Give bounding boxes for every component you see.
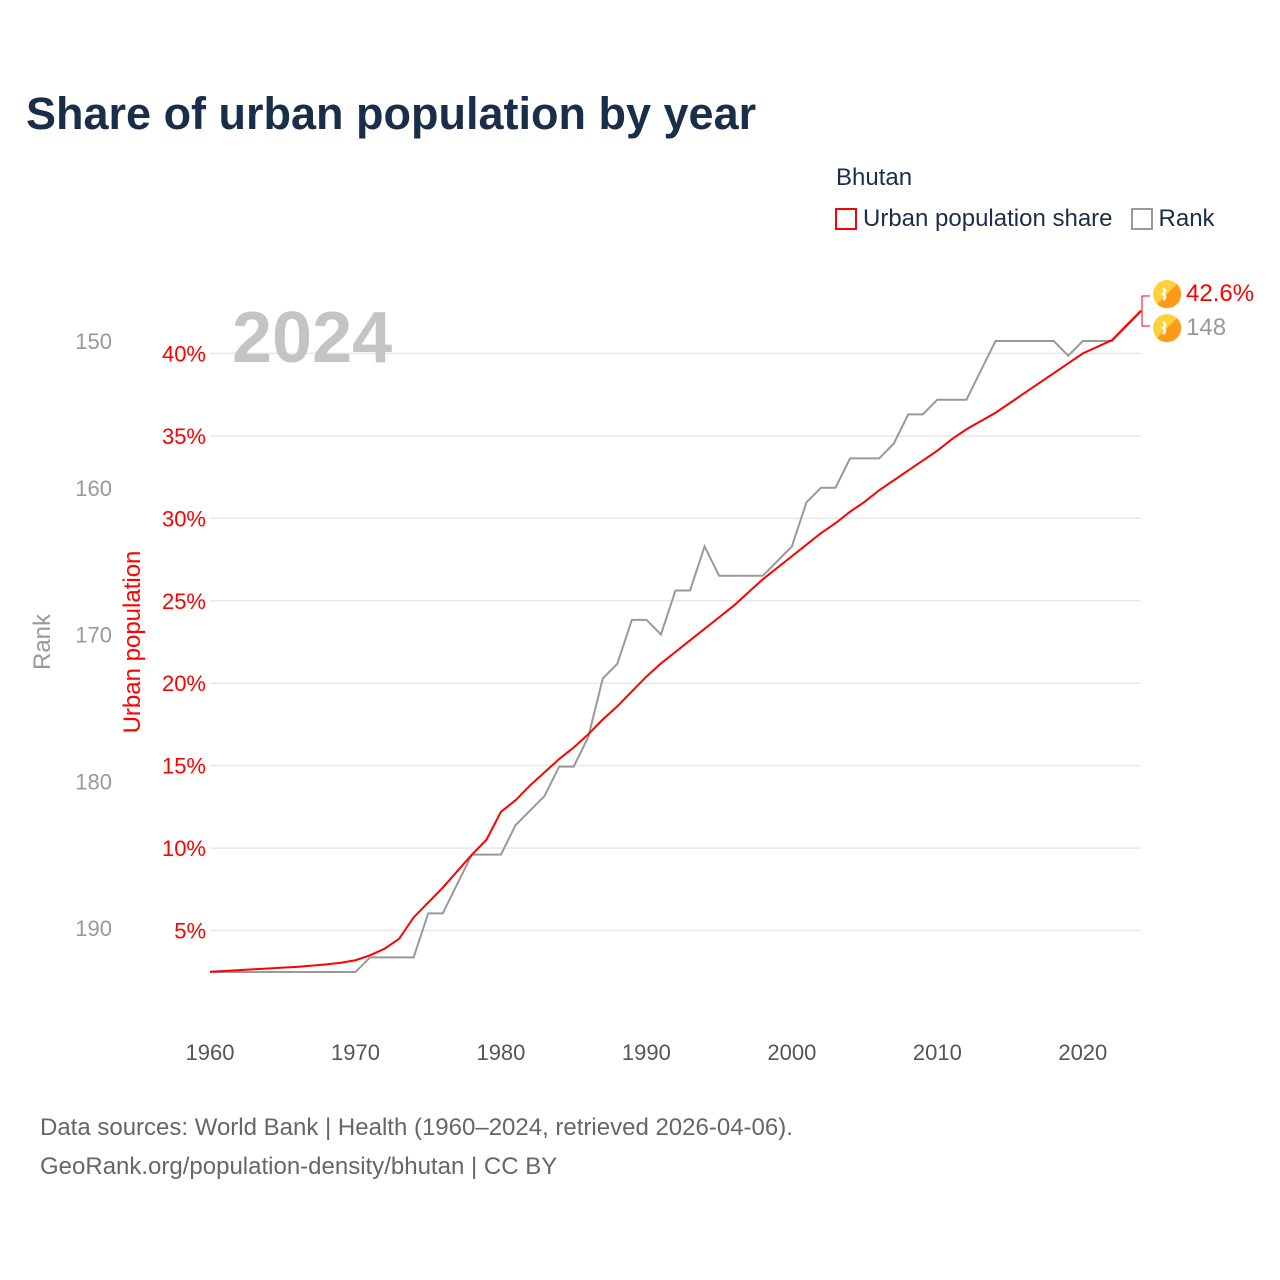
footer-link[interactable]: GeoRank.org/population-density/bhutan | … [40, 1153, 558, 1180]
y2-tick-label: 150 [75, 329, 112, 354]
legend-item-urban[interactable]: Urban population share [835, 205, 1113, 233]
x-tick-label: 2000 [767, 1040, 816, 1065]
legend-swatch-rank [1130, 208, 1153, 230]
legend: Urban population share Rank [835, 205, 1215, 233]
legend-label-rank: Rank [1158, 205, 1215, 232]
series-line-rank [210, 310, 1142, 974]
end-label-rank: 148 [1186, 314, 1226, 341]
x-tick-label: 1980 [476, 1040, 525, 1065]
y-tick-label: 40% [162, 341, 206, 366]
y-tick-label: 35% [162, 424, 206, 449]
x-tick-label: 2020 [1058, 1040, 1107, 1065]
y-axis-label: Urban population [119, 551, 146, 734]
page-title: Share of urban population by year [26, 88, 757, 139]
x-tick-label: 1970 [331, 1040, 380, 1065]
legend-item-rank[interactable]: Rank [1130, 205, 1215, 233]
year-watermark: 2024 [232, 298, 392, 378]
footer-sources: Data sources: World Bank | Health (1960–… [40, 1114, 793, 1141]
footer: Data sources: World Bank | Health (1960–… [40, 1108, 793, 1186]
y-tick-label: 15% [162, 754, 206, 779]
y-tick-label: 25% [162, 589, 206, 614]
y-tick-label: 20% [162, 671, 206, 696]
y-tick-label: 5% [174, 919, 206, 944]
y-tick-label: 30% [162, 506, 206, 531]
end-connector-urban [1141, 295, 1150, 327]
x-tick-label: 2010 [913, 1040, 962, 1065]
y2-tick-label: 180 [75, 769, 112, 794]
legend-title: Bhutan [836, 164, 913, 191]
y2-tick-label: 160 [75, 476, 112, 501]
x-tick-label: 1960 [186, 1040, 235, 1065]
y2-tick-label: 170 [75, 623, 112, 648]
x-tick-label: 1990 [622, 1040, 671, 1065]
bhutan-flag-icon [1153, 280, 1182, 309]
y-tick-label: 10% [162, 836, 206, 861]
legend-swatch-urban [835, 208, 857, 230]
y2-tick-label: 190 [75, 916, 112, 941]
series-line-urban [209, 309, 1142, 973]
legend-label-urban: Urban population share [863, 205, 1113, 232]
bhutan-flag-icon [1153, 314, 1182, 343]
y2-axis-label: Rank [29, 613, 56, 670]
end-label-urban: 42.6% [1186, 280, 1254, 307]
